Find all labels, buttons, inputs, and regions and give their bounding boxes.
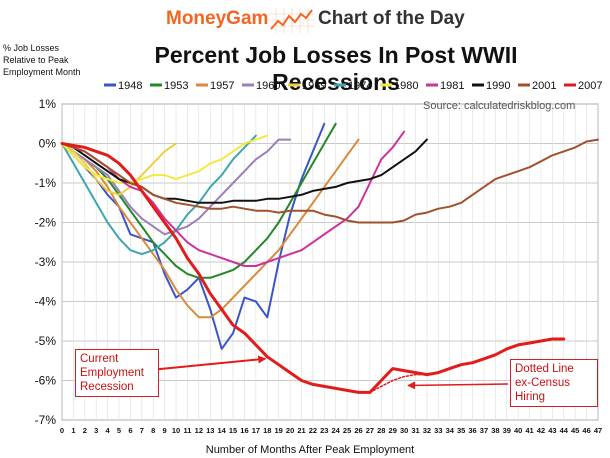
- x-tick-label: 42: [537, 426, 545, 435]
- annotation-line: Hiring: [515, 391, 546, 403]
- x-tick-label: 6: [128, 426, 132, 435]
- legend-label-1990: 1990: [486, 80, 510, 92]
- x-tick-label: 39: [503, 426, 511, 435]
- annotation-line: ex-Census: [515, 377, 570, 389]
- x-tick-label: 2: [83, 426, 87, 435]
- rising-chart-icon: [268, 8, 314, 33]
- x-tick-label: 17: [252, 426, 260, 435]
- series-line-2001: [61, 138, 599, 224]
- x-tick-label: 29: [389, 426, 397, 435]
- x-tick-label: 25: [343, 426, 351, 435]
- annotation-line: Employment: [80, 367, 144, 379]
- y-tick-label: -7%: [35, 413, 57, 427]
- x-tick-label: 45: [571, 426, 579, 435]
- y-tick-label: -4%: [35, 295, 57, 309]
- x-tick-label: 18: [263, 426, 271, 435]
- x-tick-label: 19: [275, 426, 283, 435]
- x-tick-label: 34: [446, 426, 455, 435]
- annotation-current-recession: Current Employment Recession: [75, 349, 159, 397]
- series-line-1990: [61, 138, 428, 204]
- legend-label-1974: 1974: [348, 80, 372, 92]
- annotation-arrow-current: [149, 355, 267, 371]
- brand-name: MoneyGame: [166, 8, 279, 29]
- series-line-1980: [61, 134, 269, 184]
- x-tick-label: 0: [60, 426, 64, 435]
- x-tick-label: 47: [594, 426, 602, 435]
- chart-of-the-day-label: Chart of the Day: [318, 8, 465, 29]
- x-tick-label: 20: [286, 426, 294, 435]
- x-tick-label: 14: [217, 426, 226, 435]
- x-tick-label: 1: [71, 426, 75, 435]
- x-tick-label: 31: [411, 426, 419, 435]
- y-tick-label: 1%: [39, 97, 57, 111]
- x-tick-label: 3: [94, 426, 98, 435]
- x-tick-label: 46: [582, 426, 590, 435]
- series-line-1974: [61, 134, 257, 256]
- chart-title: Percent Job Losses In Post WWII Recessio…: [154, 42, 518, 95]
- x-tick-label: 30: [400, 426, 408, 435]
- header-banner: MoneyGame Chart of the Day: [0, 0, 610, 40]
- series-line-1948: [61, 122, 326, 350]
- y-axis-label-line: % Job Losses: [3, 43, 60, 53]
- y-tick-label: 0%: [39, 137, 57, 151]
- legend-label-2001: 2001: [532, 80, 556, 92]
- source-note: Source: calculatedriskblog.com: [423, 100, 576, 112]
- x-tick-label: 11: [183, 426, 191, 435]
- x-tick-label: 8: [151, 426, 155, 435]
- x-tick-label: 7: [140, 426, 144, 435]
- x-tick-label: 43: [548, 426, 556, 435]
- x-tick-label: 40: [514, 426, 522, 435]
- y-axis-label-line: Employment Month: [3, 67, 81, 77]
- annotation-line: Dotted Line: [515, 363, 574, 375]
- y-tick-label: -1%: [35, 176, 57, 190]
- annotation-line: Current: [80, 353, 119, 365]
- x-tick-label: 28: [377, 426, 385, 435]
- x-tick-label: 4: [106, 426, 111, 435]
- legend-label-1957: 1957: [210, 80, 234, 92]
- x-tick-label: 41: [525, 426, 533, 435]
- annotation-arrow-ex-census: [407, 381, 509, 390]
- legend-label-1969: 1969: [302, 80, 326, 92]
- x-tick-label: 15: [229, 426, 237, 435]
- annotation-line: Recession: [80, 381, 134, 393]
- y-axis-label-line: Relative to Peak: [3, 55, 69, 65]
- x-tick-label: 37: [480, 426, 488, 435]
- x-tick-label: 27: [366, 426, 374, 435]
- y-tick-label: -3%: [35, 255, 57, 269]
- y-tick-label: -5%: [35, 334, 57, 348]
- legend-label-1960: 1960: [256, 80, 280, 92]
- x-axis-label: Number of Months After Peak Employment: [206, 444, 414, 456]
- x-tick-label: 21: [297, 426, 305, 435]
- x-tick-label: 35: [457, 426, 465, 435]
- x-tick-label: 9: [163, 426, 167, 435]
- y-tick-label: -2%: [35, 216, 57, 230]
- x-tick-label: 24: [332, 426, 341, 435]
- series-line-2007-ex-Census: [369, 373, 428, 394]
- x-tick-label: 44: [560, 426, 569, 435]
- x-tick-label: 22: [309, 426, 317, 435]
- x-tick-label: 33: [434, 426, 442, 435]
- x-tick-label: 38: [491, 426, 499, 435]
- x-tick-label: 16: [240, 426, 248, 435]
- x-tick-label: 5: [117, 426, 121, 435]
- x-tick-label: 10: [172, 426, 180, 435]
- legend-label-2007: 2007: [578, 80, 602, 92]
- y-axis-label: % Job Losses Relative to Peak Employment…: [3, 42, 103, 78]
- series-line-1969: [61, 142, 177, 196]
- series-line-1957: [61, 138, 360, 319]
- legend-label-1980: 1980: [394, 80, 418, 92]
- x-tick-label: 13: [206, 426, 214, 435]
- x-tick-label: 26: [354, 426, 362, 435]
- legend-label-1948: 1948: [118, 80, 142, 92]
- legend-label-1981: 1981: [440, 80, 464, 92]
- x-tick-label: 32: [423, 426, 431, 435]
- annotation-ex-census: Dotted Line ex-Census Hiring: [510, 359, 598, 407]
- y-tick-label: -6%: [35, 374, 57, 388]
- x-tick-label: 23: [320, 426, 328, 435]
- series-line-2007: [60, 142, 566, 394]
- x-tick-label: 36: [468, 426, 476, 435]
- legend-label-1953: 1953: [164, 80, 188, 92]
- x-tick-label: 12: [195, 426, 203, 435]
